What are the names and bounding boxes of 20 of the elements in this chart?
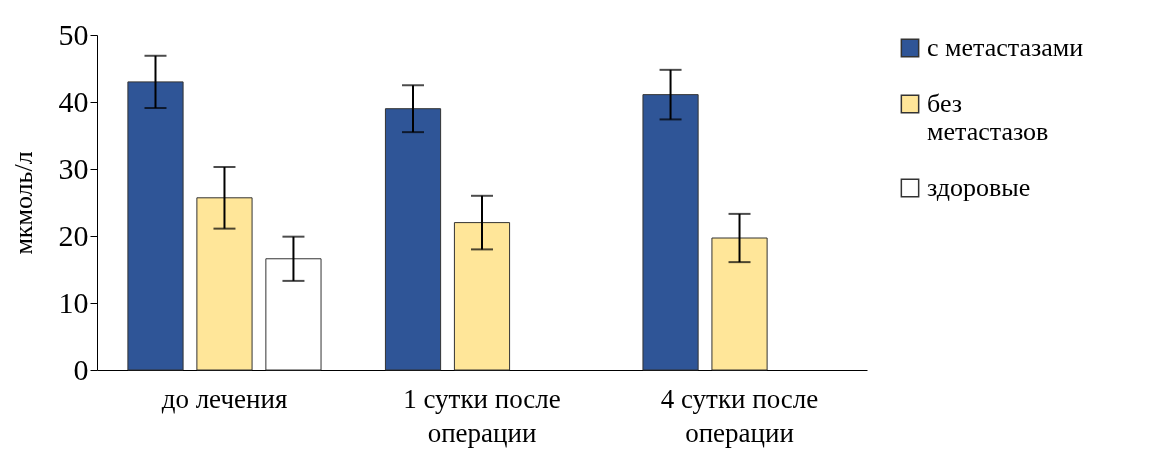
bar	[642, 94, 699, 371]
bar	[265, 258, 322, 371]
y-tick-label: 0	[73, 352, 89, 386]
y-axis-title: мкмоль/л	[8, 151, 38, 255]
y-tick-label: 50	[58, 17, 89, 51]
legend-label: с метастазами	[927, 33, 1084, 62]
bar	[127, 81, 184, 371]
bar	[196, 197, 253, 371]
legend-label: здоровые	[927, 173, 1031, 202]
x-tick-label: 4 сутки после операции	[660, 383, 819, 448]
bar	[384, 108, 442, 371]
x-tick-label: 1 сутки после операции	[403, 383, 561, 448]
bar	[453, 222, 511, 371]
y-tick-label: 20	[58, 218, 89, 252]
y-tick-label: 40	[58, 84, 89, 118]
y-tick-label: 10	[58, 285, 89, 319]
bar	[711, 237, 768, 371]
y-tick-label: 30	[58, 151, 89, 185]
x-tick-label: до лечения	[161, 383, 288, 414]
legend-label: без метастазов	[927, 89, 1049, 146]
